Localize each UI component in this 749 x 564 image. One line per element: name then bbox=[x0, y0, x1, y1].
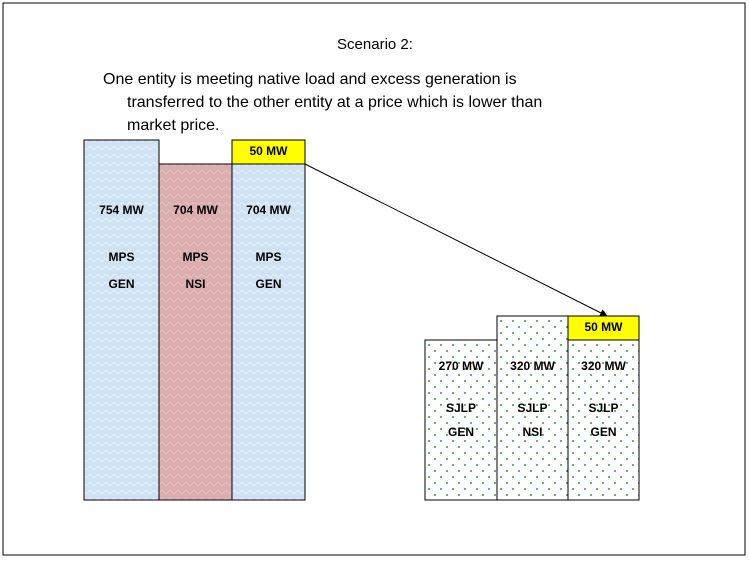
bar-entity: SJLP bbox=[446, 401, 476, 415]
bar-kind: GEN bbox=[448, 425, 474, 439]
bar-kind: GEN bbox=[590, 425, 616, 439]
bar bbox=[158, 163, 233, 501]
description-line: transferred to the other entity at a pri… bbox=[127, 94, 542, 111]
bar-amount: 270 MW bbox=[439, 359, 484, 373]
bar-amount: 320 MW bbox=[510, 359, 555, 373]
bar-entity: MPS bbox=[255, 250, 281, 264]
bar-entity: MPS bbox=[182, 250, 208, 264]
bar-kind: GEN bbox=[255, 277, 281, 291]
bar-entity: SJLP bbox=[517, 401, 547, 415]
transfer-box bbox=[567, 315, 640, 341]
bar bbox=[424, 339, 498, 501]
bar bbox=[496, 315, 569, 501]
bar-amount: 704 MW bbox=[246, 203, 291, 217]
description-line: One entity is meeting native load and ex… bbox=[103, 71, 517, 88]
title: Scenario 2: bbox=[337, 36, 413, 53]
slide-border bbox=[2, 2, 746, 556]
bar bbox=[231, 163, 306, 501]
bar-amount: 704 MW bbox=[173, 203, 218, 217]
bar-amount: 320 MW bbox=[581, 359, 626, 373]
bar-kind: GEN bbox=[108, 277, 134, 291]
bar-kind: NSI bbox=[185, 277, 205, 291]
bar bbox=[567, 339, 640, 501]
bar-entity: SJLP bbox=[588, 401, 618, 415]
bar-amount: 754 MW bbox=[99, 203, 144, 217]
bar bbox=[83, 139, 160, 501]
description-line: market price. bbox=[127, 117, 219, 134]
bar-entity: MPS bbox=[108, 250, 134, 264]
bar-kind: NSI bbox=[522, 425, 542, 439]
transfer-label: 50 MW bbox=[584, 320, 623, 334]
transfer-arrow bbox=[304, 163, 608, 317]
transfer-box bbox=[231, 139, 306, 165]
transfer-label: 50 MW bbox=[249, 144, 288, 158]
